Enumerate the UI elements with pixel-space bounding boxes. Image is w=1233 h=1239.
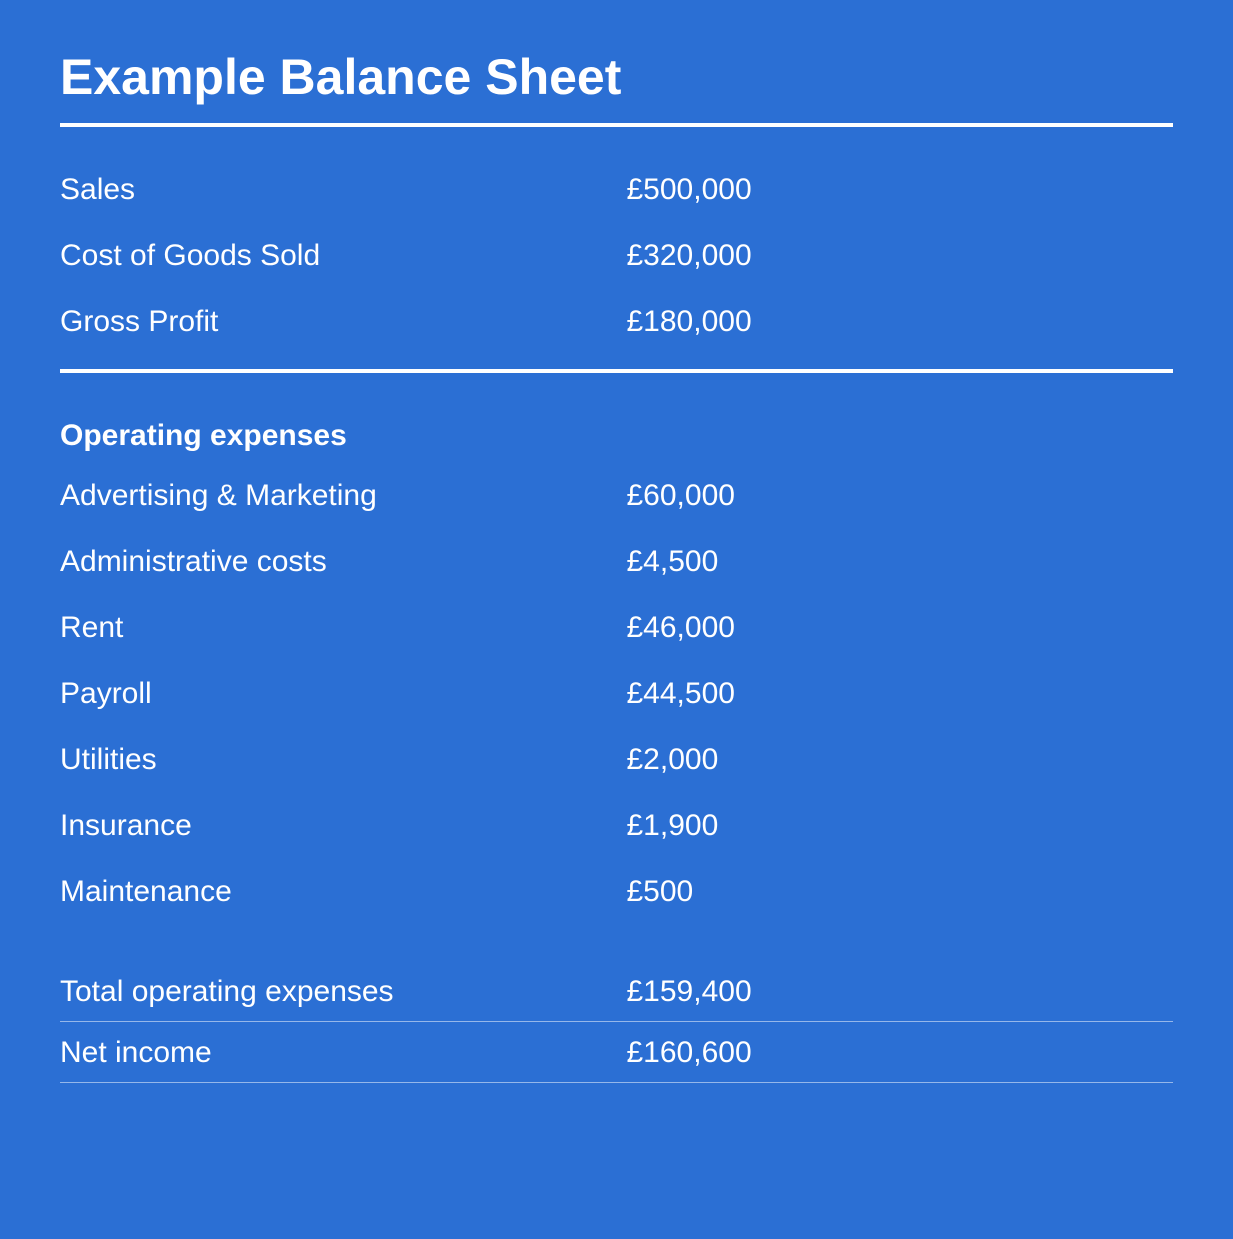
row-value: £2,000 <box>627 743 1184 777</box>
table-row: Administrative costs £4,500 <box>60 529 1173 595</box>
table-row: Gross Profit £180,000 <box>60 289 1173 355</box>
row-value: £320,000 <box>627 239 1184 273</box>
total-row: Net income £160,600 <box>60 1022 1173 1082</box>
row-label: Total operating expenses <box>60 975 627 1009</box>
divider-thin <box>60 1082 1173 1083</box>
row-label: Advertising & Marketing <box>60 479 627 513</box>
table-row: Maintenance £500 <box>60 859 1173 925</box>
row-value: £159,400 <box>627 975 1184 1009</box>
table-row: Cost of Goods Sold £320,000 <box>60 223 1173 289</box>
top-section: Sales £500,000 Cost of Goods Sold £320,0… <box>60 157 1173 355</box>
row-label: Maintenance <box>60 875 627 909</box>
table-row: Insurance £1,900 <box>60 793 1173 859</box>
row-value: £60,000 <box>627 479 1184 513</box>
row-label: Payroll <box>60 677 627 711</box>
row-value: £160,600 <box>627 1036 1184 1070</box>
row-value: £180,000 <box>627 305 1184 339</box>
row-label: Gross Profit <box>60 305 627 339</box>
balance-sheet: Example Balance Sheet Sales £500,000 Cos… <box>0 0 1233 1239</box>
totals-section: Total operating expenses £159,400 Net in… <box>60 961 1173 1083</box>
divider-mid <box>60 369 1173 373</box>
total-row: Total operating expenses £159,400 <box>60 961 1173 1021</box>
row-label: Net income <box>60 1036 627 1070</box>
divider-top <box>60 123 1173 127</box>
table-row: Advertising & Marketing £60,000 <box>60 463 1173 529</box>
row-value: £46,000 <box>627 611 1184 645</box>
row-value: £500,000 <box>627 173 1184 207</box>
row-label: Insurance <box>60 809 627 843</box>
row-label: Rent <box>60 611 627 645</box>
row-value: £1,900 <box>627 809 1184 843</box>
row-value: £500 <box>627 875 1184 909</box>
row-value: £4,500 <box>627 545 1184 579</box>
row-label: Administrative costs <box>60 545 627 579</box>
expenses-section: Operating expenses Advertising & Marketi… <box>60 403 1173 925</box>
table-row: Payroll £44,500 <box>60 661 1173 727</box>
table-row: Utilities £2,000 <box>60 727 1173 793</box>
row-value: £44,500 <box>627 677 1184 711</box>
row-label: Utilities <box>60 743 627 777</box>
table-row: Sales £500,000 <box>60 157 1173 223</box>
row-label: Sales <box>60 173 627 207</box>
table-row: Rent £46,000 <box>60 595 1173 661</box>
section-heading: Operating expenses <box>60 403 1173 463</box>
row-label: Cost of Goods Sold <box>60 239 627 273</box>
page-title: Example Balance Sheet <box>60 50 1173 105</box>
